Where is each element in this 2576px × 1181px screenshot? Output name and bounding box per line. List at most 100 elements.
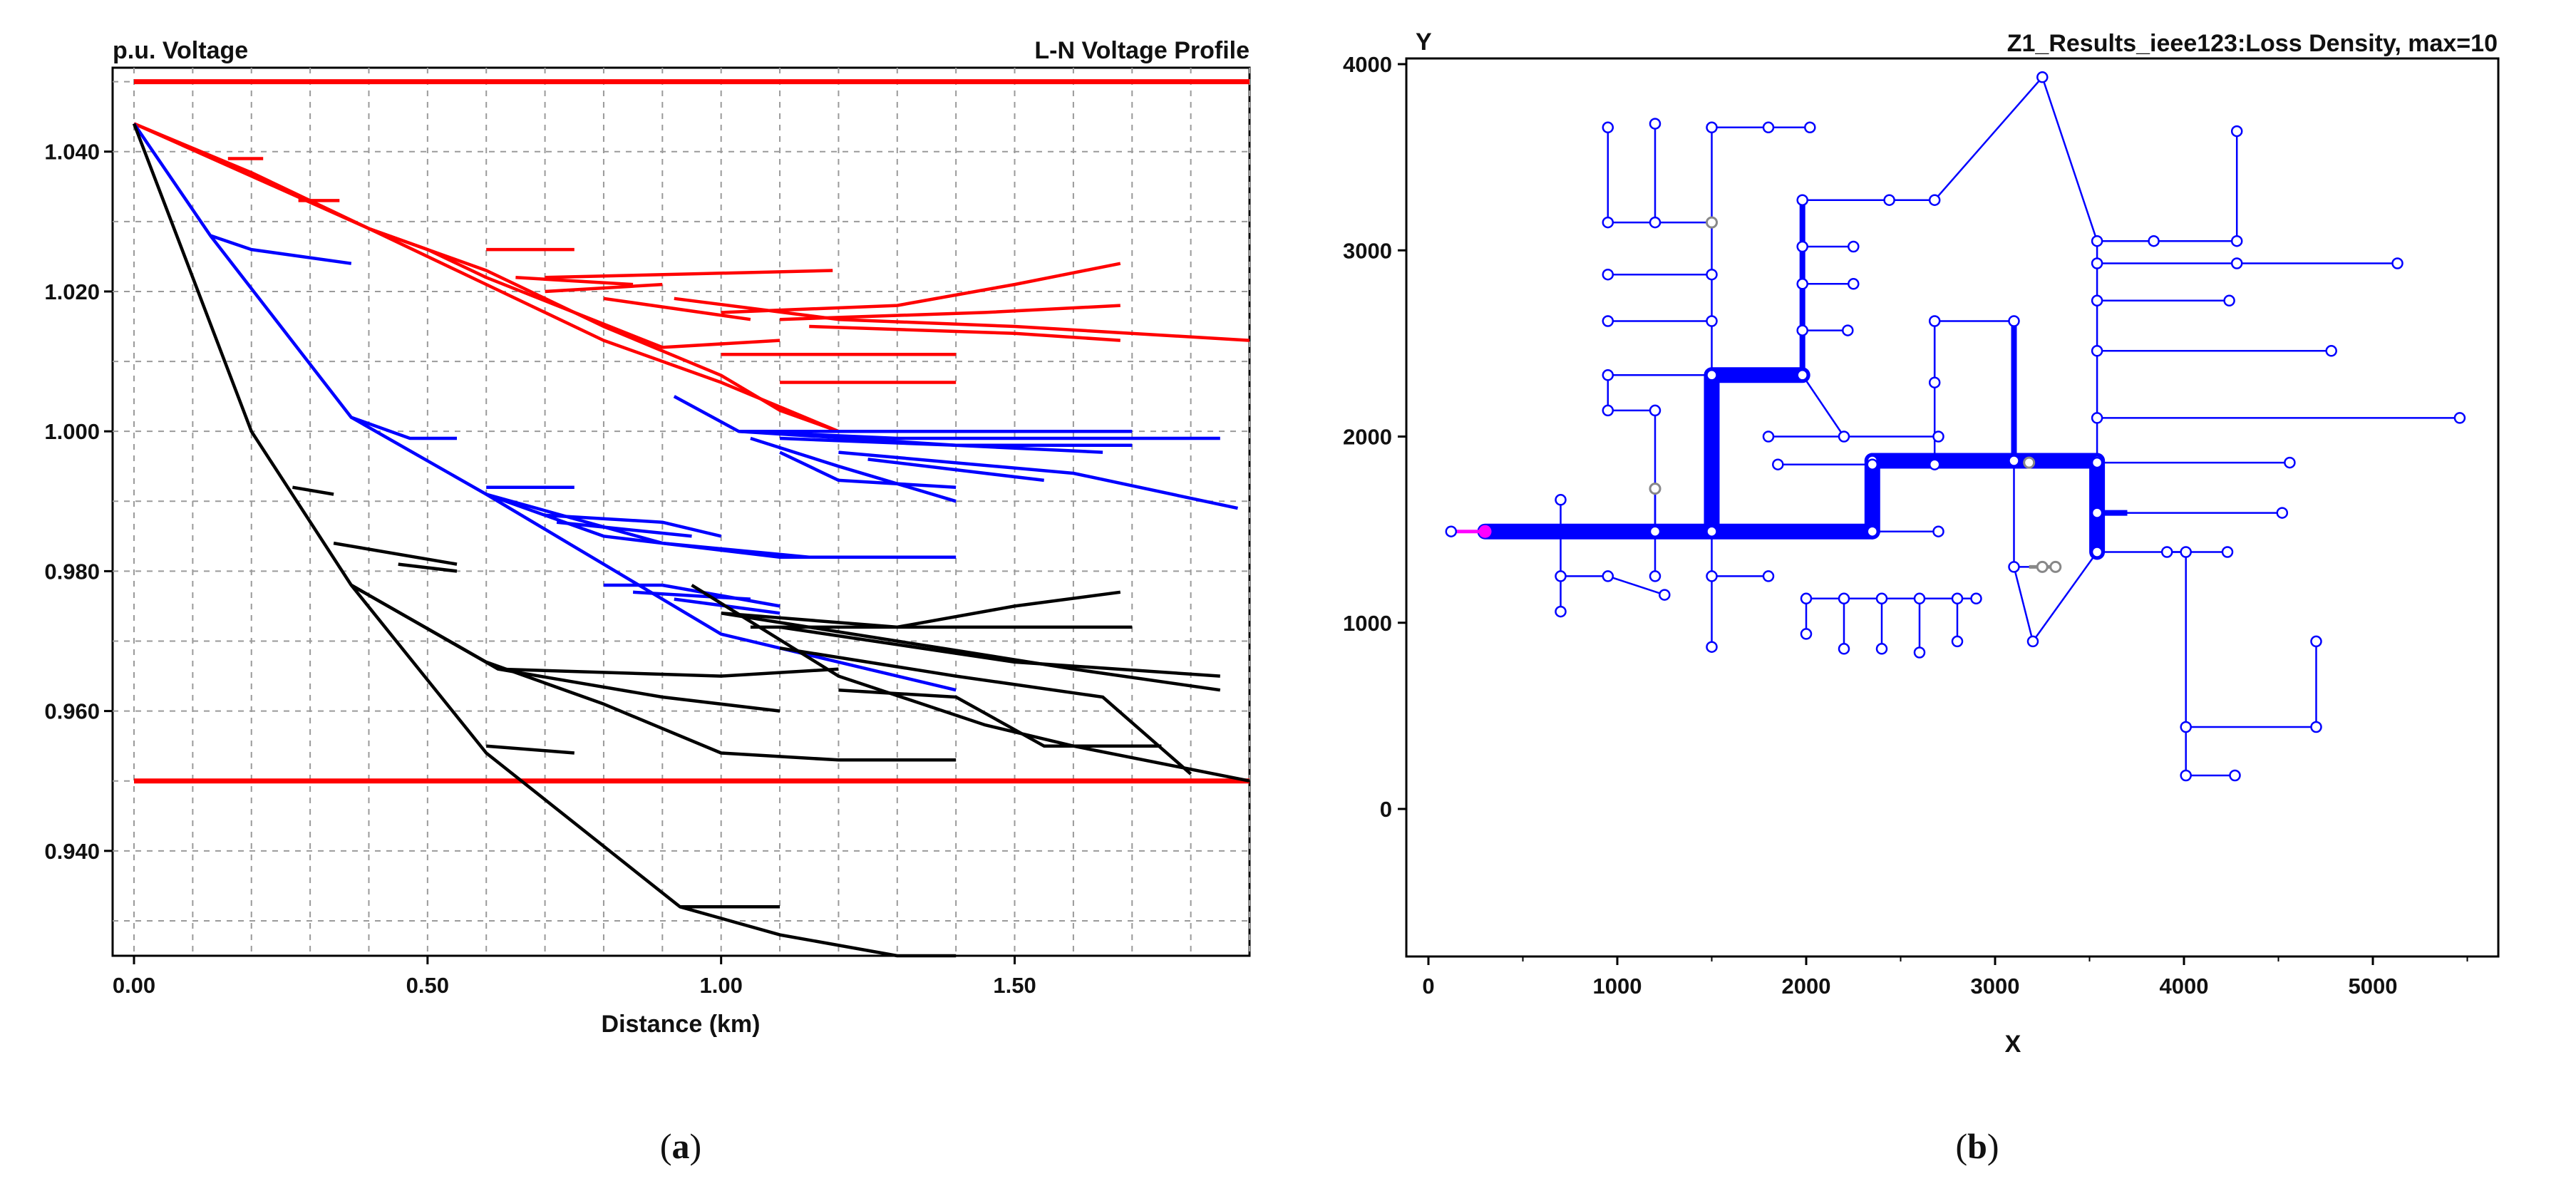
- bus-node: [2180, 769, 2192, 782]
- bus-node: [2091, 546, 2103, 558]
- bus-node: [2091, 412, 2103, 424]
- bus-node: [1602, 570, 1614, 582]
- bus-node: [1932, 430, 1944, 443]
- bus-node: [2325, 345, 2337, 357]
- network-line: [1801, 374, 1845, 438]
- bus-node: [1706, 369, 1718, 381]
- bus-node: [2180, 721, 2192, 733]
- y-tick-label: 0: [1380, 797, 1392, 822]
- bus-node: [1838, 430, 1850, 443]
- bus-node: [2036, 71, 2049, 83]
- bus-node: [2091, 294, 2103, 307]
- bus-node: [1913, 646, 1926, 659]
- bus-node: [1928, 376, 1941, 388]
- panel-b-loss-density-map: 0 1000 2000 3000 4000 5000 0 1000 2000 3000 4000 Y…: [1293, 0, 2576, 1177]
- bus-node: [2008, 561, 2020, 573]
- y-tick-label: 4000: [1343, 52, 1392, 77]
- y-tick-label: 3000: [1343, 238, 1392, 263]
- bus-node: [1602, 315, 1614, 327]
- plot-area-b: [1405, 57, 2500, 958]
- bus-node: [1928, 458, 1941, 470]
- y-tick-label: 1.000: [44, 419, 100, 444]
- bus-node: [1838, 643, 1850, 655]
- bus-node: [1842, 324, 1854, 336]
- series-line: [545, 282, 663, 294]
- bus-node: [2091, 456, 2103, 469]
- series-line: [132, 123, 957, 958]
- x-tick-label: 3000: [1971, 974, 2020, 999]
- bus-node: [2160, 546, 2173, 558]
- x-tick-label: 5000: [2349, 974, 2398, 999]
- series-line: [515, 276, 634, 287]
- bus-node: [1875, 643, 1888, 655]
- series-line: [779, 625, 1220, 678]
- bus-node: [1796, 369, 1808, 381]
- bus-node: [2230, 257, 2243, 269]
- series-line: [780, 304, 1120, 321]
- bus-node: [1555, 494, 1567, 506]
- series-line: [603, 296, 751, 321]
- x-tick-label: 0.00: [113, 973, 155, 998]
- bus-node: [1866, 525, 1879, 537]
- bus-node: [1928, 315, 1941, 327]
- bus-node: [1932, 525, 1944, 537]
- bus-node: [2230, 125, 2243, 138]
- y-axis-label-a: p.u. Voltage: [113, 37, 248, 64]
- bus-node: [1706, 315, 1718, 327]
- series-line: [838, 688, 1162, 748]
- plot-area-a: [111, 66, 1251, 957]
- bus-node: [1762, 430, 1775, 443]
- bus-node: [1848, 240, 1860, 253]
- bus-node: [1706, 268, 1718, 281]
- y-tick-label: 1.020: [44, 279, 100, 304]
- bus-node: [2223, 294, 2235, 307]
- x-tick-label: 4000: [2160, 974, 2209, 999]
- bus-node: [1875, 592, 1888, 605]
- y-axis-label-b: Y: [1416, 29, 1432, 56]
- series-line: [486, 744, 575, 755]
- bus-node: [2180, 546, 2192, 558]
- bus-node: [2091, 507, 2103, 519]
- series-line: [133, 123, 957, 692]
- bus-node: [1804, 121, 1816, 134]
- bus-node: [1772, 458, 1784, 470]
- bus-node: [2091, 257, 2103, 269]
- bus-node: [2091, 345, 2103, 357]
- bus-node: [1555, 570, 1567, 582]
- source-node: [1478, 525, 1492, 538]
- series-line: [721, 590, 1121, 629]
- x-tick-label: 0: [1422, 974, 1434, 999]
- bus-node: [2026, 635, 2039, 648]
- bus-node: [2008, 315, 2020, 327]
- bus-node: [1800, 592, 1813, 605]
- bus-node: [1602, 121, 1614, 134]
- bus-node: [1796, 278, 1808, 290]
- series-line: [545, 269, 833, 279]
- bus-node: [1913, 592, 1926, 605]
- series-line: [351, 416, 457, 440]
- series-line: [292, 485, 334, 496]
- bus-node: [1883, 194, 1895, 206]
- bus-node: [1866, 458, 1879, 470]
- caption-b: (b): [1955, 1126, 1999, 1166]
- bus-node: [1649, 216, 1661, 229]
- bus-node: [1649, 570, 1661, 582]
- x-axis-label-b: X: [2005, 1031, 2021, 1058]
- bus-node: [2453, 412, 2466, 424]
- series-line: [809, 324, 1120, 342]
- bus-node: [1649, 118, 1661, 130]
- bus-node: [2221, 546, 2234, 558]
- series-line: [210, 234, 352, 265]
- series-line: [368, 227, 780, 349]
- bus-node: [1762, 570, 1775, 582]
- device-node: [2049, 560, 2062, 573]
- y-tick-label: 2000: [1343, 425, 1392, 450]
- series-line: [779, 450, 957, 489]
- series-line: [485, 492, 810, 559]
- bus-node: [1649, 404, 1661, 417]
- bus-node: [1445, 525, 1458, 537]
- bus-node: [2148, 234, 2160, 247]
- bus-node: [1602, 404, 1614, 417]
- bus-node: [1706, 570, 1718, 582]
- bus-node: [2284, 456, 2296, 469]
